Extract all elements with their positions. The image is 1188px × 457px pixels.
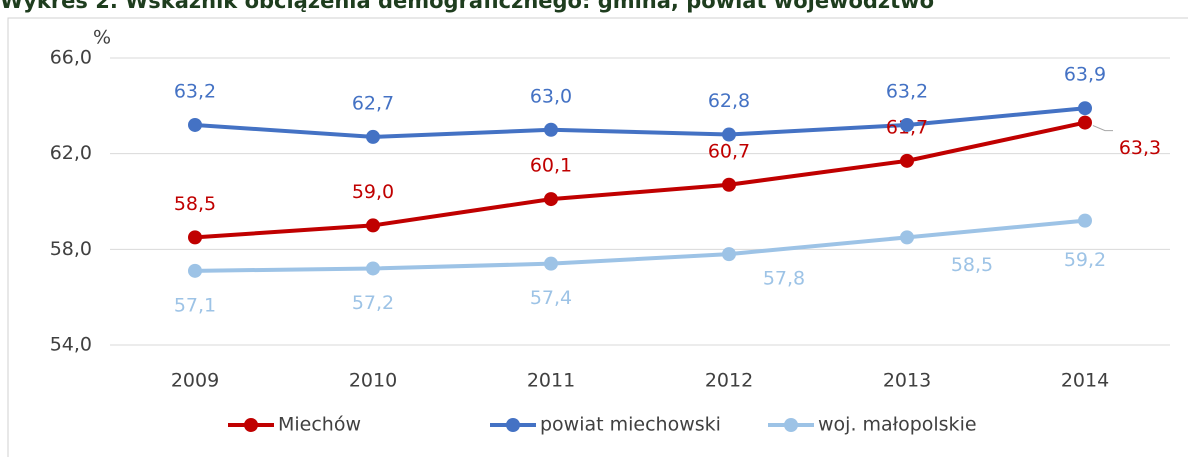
leader-line bbox=[1092, 125, 1113, 132]
data-label: 63,0 bbox=[530, 85, 572, 107]
point bbox=[1078, 213, 1092, 228]
chart-title: Wykres 2. Wskaźnik obciążenia demografic… bbox=[0, 0, 934, 13]
y-tick-label: 58,0 bbox=[50, 238, 92, 260]
y-tick-label: 62,0 bbox=[50, 142, 92, 164]
series-line bbox=[194, 218, 1086, 273]
point bbox=[900, 153, 914, 168]
legend-label: woj. małopolskie bbox=[818, 414, 977, 436]
point bbox=[722, 177, 736, 192]
data-label: 63,2 bbox=[886, 80, 928, 102]
data-label: 58,5 bbox=[174, 193, 216, 215]
y-unit: % bbox=[93, 27, 111, 49]
legend-label: powiat miechowski bbox=[540, 414, 721, 436]
data-label: 59,0 bbox=[352, 181, 394, 203]
x-tick-label: 2012 bbox=[705, 370, 753, 392]
data-label: 57,2 bbox=[352, 292, 394, 314]
series-line bbox=[194, 120, 1086, 240]
point bbox=[366, 218, 380, 233]
data-label: 63,2 bbox=[174, 80, 216, 102]
data-label: 59,2 bbox=[1064, 249, 1106, 271]
point bbox=[1078, 115, 1092, 130]
point bbox=[722, 247, 736, 262]
x-tick-label: 2014 bbox=[1061, 370, 1109, 392]
data-label: 63,3 bbox=[1119, 137, 1161, 159]
legend-marker bbox=[506, 418, 520, 432]
point bbox=[900, 117, 914, 132]
x-tick-label: 2013 bbox=[883, 370, 931, 392]
x-tick-label: 2009 bbox=[171, 370, 219, 392]
data-label: 57,1 bbox=[174, 294, 216, 316]
point bbox=[366, 261, 380, 276]
data-label: 60,7 bbox=[708, 140, 750, 162]
y-tick-label: 66,0 bbox=[50, 47, 92, 69]
data-label: 62,7 bbox=[352, 92, 394, 114]
data-label: 58,5 bbox=[951, 254, 993, 276]
point bbox=[188, 117, 202, 132]
point bbox=[188, 230, 202, 245]
y-tick-label: 54,0 bbox=[50, 334, 92, 356]
point bbox=[188, 263, 202, 278]
point bbox=[900, 230, 914, 245]
data-label: 57,8 bbox=[763, 268, 805, 290]
data-label: 62,8 bbox=[708, 90, 750, 112]
point bbox=[1078, 101, 1092, 116]
x-tick-label: 2011 bbox=[527, 370, 575, 392]
point bbox=[544, 192, 558, 207]
legend-marker bbox=[244, 418, 258, 432]
point bbox=[366, 129, 380, 144]
data-label: 63,9 bbox=[1064, 64, 1106, 86]
x-tick-label: 2010 bbox=[349, 370, 397, 392]
legend-marker bbox=[784, 418, 798, 432]
data-label: 60,1 bbox=[530, 155, 572, 177]
series-line bbox=[194, 106, 1086, 139]
point bbox=[544, 122, 558, 137]
data-label: 57,4 bbox=[530, 287, 572, 309]
point bbox=[544, 256, 558, 271]
legend-label: Miechów bbox=[278, 414, 361, 436]
point bbox=[722, 127, 736, 142]
